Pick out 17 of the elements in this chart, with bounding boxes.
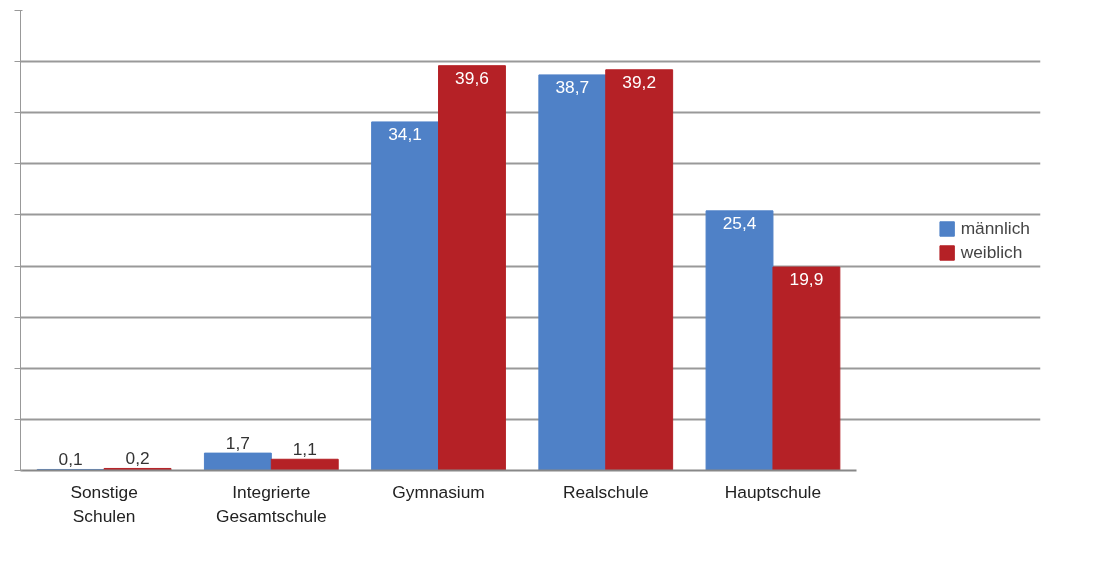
data-label: 1,1: [292, 439, 317, 460]
legend-label: männlich: [960, 217, 1030, 239]
data-label: 34,1: [388, 123, 422, 144]
data-label: 19,9: [789, 269, 824, 290]
x-tick-label: Hauptschule: [724, 481, 822, 502]
x-tick-label: Realschule: [562, 481, 649, 502]
data-label: 25,4: [722, 212, 757, 233]
data-label: 39,2: [622, 71, 657, 92]
data-label: 39,6: [455, 67, 489, 88]
data-label: 0,2: [125, 448, 150, 469]
x-tick-label: Integrierte Gesamtschule: [215, 481, 327, 526]
x-tick-label: Gymnasium: [392, 481, 485, 502]
data-label: 1,7: [225, 433, 250, 454]
data-label: 38,7: [555, 76, 590, 97]
x-tick-label: Sonstige Schulen: [70, 481, 138, 526]
data-label: 0,1: [58, 449, 83, 470]
legend-label: weiblich: [960, 241, 1023, 263]
